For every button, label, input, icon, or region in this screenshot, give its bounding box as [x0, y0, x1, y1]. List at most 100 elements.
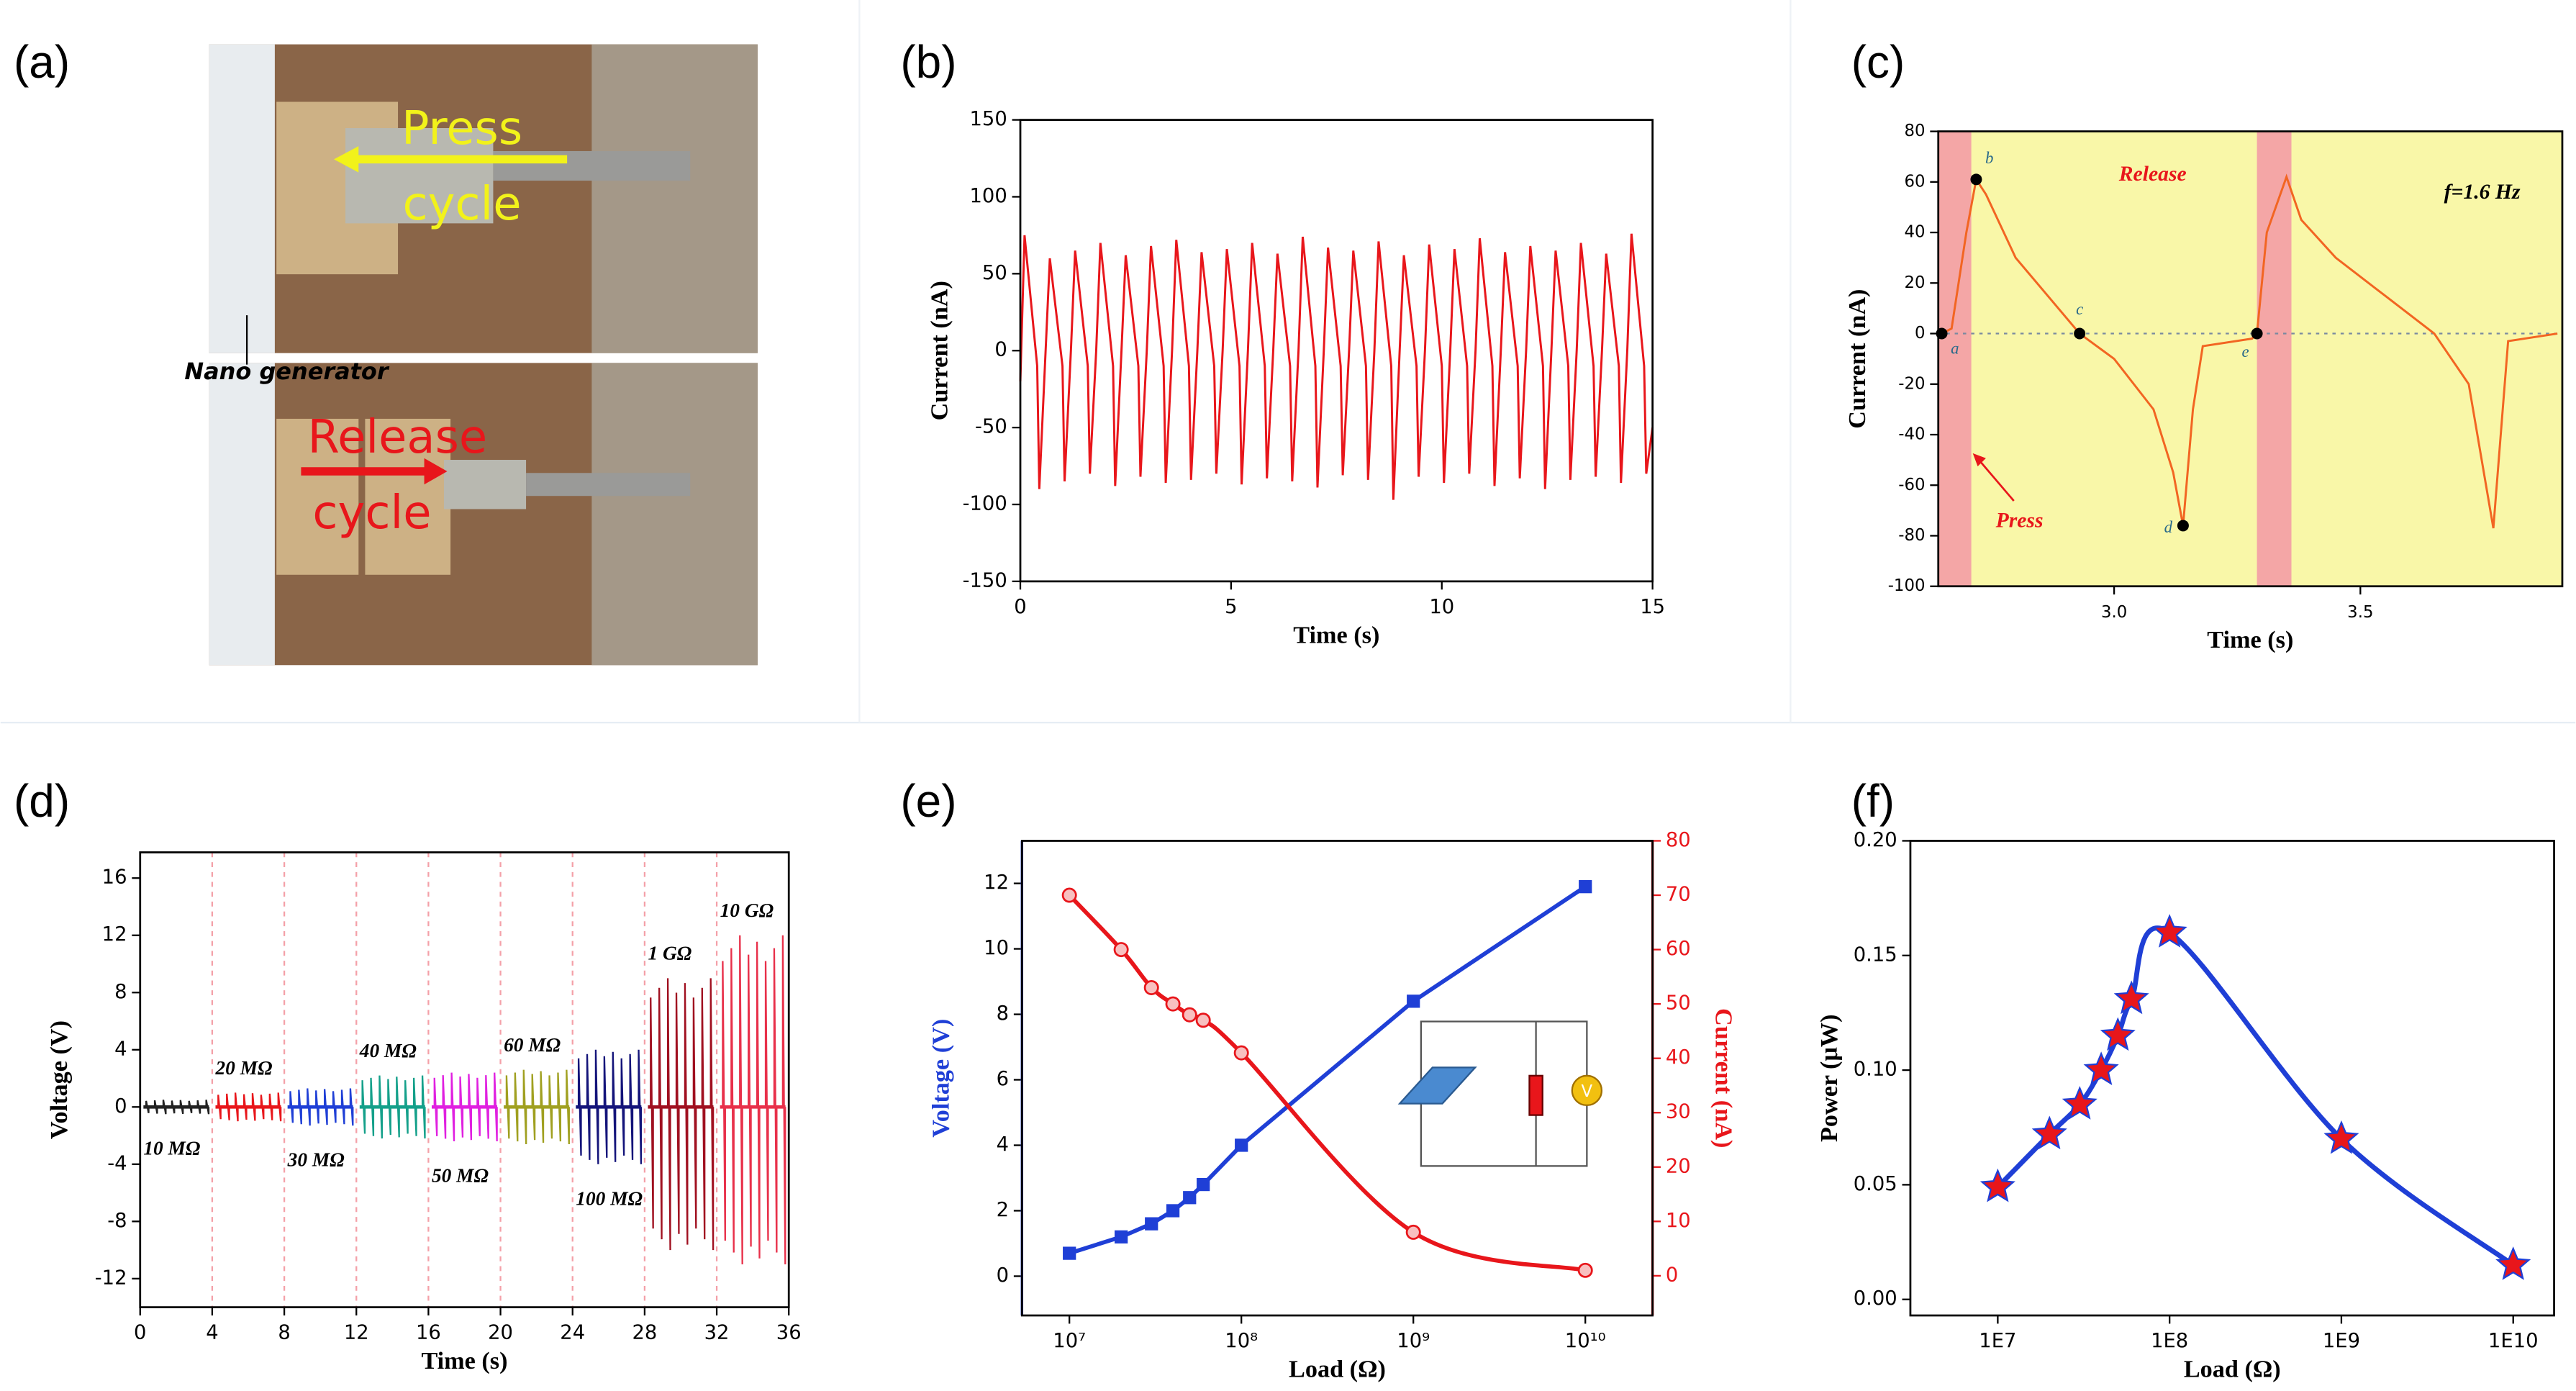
y2-tick-label: 30 [1666, 1101, 1691, 1123]
device-label: Nano generator [184, 358, 390, 385]
y-tick-label: -8 [107, 1210, 127, 1232]
annotation-arrowhead [1972, 453, 1986, 467]
y-tick-label: 50 [982, 262, 1007, 284]
voltage-spike [586, 1054, 591, 1160]
x-tick-label: 10 [1429, 596, 1454, 618]
data-point [2031, 1115, 2067, 1150]
voltage-spike [781, 935, 786, 1264]
segment-label: 1 GΩ [648, 943, 691, 964]
data-point [1979, 1168, 2015, 1202]
data-point [1577, 1262, 1593, 1278]
voltage-spike [566, 1069, 570, 1145]
data-point [1579, 880, 1592, 894]
event-label: b [1985, 149, 1993, 167]
segment-label: 50 MΩ [432, 1164, 489, 1186]
segment-label: 100 MΩ [576, 1187, 643, 1209]
y-axis-title: Power (μW) [1815, 1015, 1843, 1142]
annotation: Press [1995, 509, 2044, 533]
voltage-spike [242, 1094, 248, 1120]
panel-label: (b) [900, 36, 956, 88]
y-axis-title: Current (nA) [925, 281, 953, 420]
plot-frame [1020, 840, 1654, 1317]
y-tick-label: 150 [969, 108, 1007, 130]
x-tick-label: 1E7 [1979, 1330, 2016, 1352]
voltage-spike [361, 1080, 366, 1134]
voltage-spike [522, 1069, 527, 1145]
plot-frame [1937, 130, 2564, 588]
y2-tick-label: 70 [1666, 884, 1691, 906]
voltage-spike [433, 1077, 438, 1136]
x-axis-title: Load (Ω) [1289, 1355, 1386, 1382]
voltage-spike [179, 1100, 184, 1115]
voltage-spike [387, 1079, 391, 1136]
data-point [1235, 1138, 1248, 1152]
voltage-spike [730, 948, 735, 1253]
voltage-spike [145, 1100, 150, 1113]
voltage-spike [476, 1077, 481, 1136]
data-point [2495, 1246, 2531, 1280]
voltage-spike [396, 1077, 400, 1138]
voltage-spike [298, 1089, 302, 1125]
x-axis-title: Time (s) [2207, 626, 2293, 653]
x-tick-label: 10¹⁰ [1565, 1330, 1606, 1352]
y2-tick-label: 80 [1666, 829, 1691, 851]
voltage-spike [468, 1074, 473, 1141]
y-tick-label: 0 [997, 1264, 1009, 1287]
plot-frame [139, 851, 790, 1308]
voltage-spike [692, 997, 697, 1229]
voltage-spike [722, 961, 726, 1241]
x-tick-label: 1E8 [2151, 1330, 2188, 1352]
voltage-spike [505, 1075, 510, 1139]
voltage-spike [756, 941, 761, 1259]
y-axis-title: Voltage (V) [928, 1019, 955, 1138]
voltage-spike [153, 1100, 158, 1114]
y2-tick-label: 10 [1666, 1210, 1691, 1232]
photo-pad [276, 418, 359, 575]
panel-label: (d) [14, 775, 70, 827]
voltage-spike [234, 1092, 239, 1122]
inset-meter [1571, 1074, 1603, 1107]
data-line [1941, 173, 2558, 529]
data-point [1183, 1191, 1197, 1205]
press-label: cycle [403, 178, 522, 231]
voltage-spike [629, 1054, 634, 1160]
data-point [2100, 1017, 2136, 1051]
y-tick-label: 12 [984, 871, 1009, 894]
voltage-spike [378, 1075, 384, 1139]
y-tick-label: -60 [1898, 476, 1925, 494]
voltage-spike [764, 961, 769, 1241]
photo-strip [209, 44, 275, 353]
y-tick-label: -4 [107, 1152, 127, 1174]
voltage-spike [684, 983, 689, 1245]
voltage-spike [594, 1049, 599, 1164]
x-axis-title: Time (s) [1293, 621, 1379, 648]
data-point [1407, 994, 1420, 1008]
y2-axis-title: Current (nA) [1710, 1008, 1738, 1148]
x-tick-label: 10⁹ [1397, 1330, 1430, 1352]
voltage-spike [217, 1095, 222, 1120]
voltage-spike [277, 1092, 282, 1122]
voltage-spike [701, 987, 706, 1240]
press-arrowhead [334, 146, 359, 173]
photo-panel: (a) Press cycle Release cycle Nano gener… [14, 36, 758, 666]
data-point [1115, 1230, 1128, 1243]
voltage-spike [675, 992, 680, 1234]
inset-resistor [1528, 1074, 1543, 1116]
annotation: Release [2118, 163, 2187, 186]
x-tick-label: 10⁷ [1053, 1330, 1086, 1352]
voltage-spike [773, 948, 778, 1253]
voltage-spike [557, 1072, 562, 1142]
voltage-spike [323, 1089, 328, 1125]
y-tick-label: 4 [997, 1133, 1009, 1156]
plot-background [1938, 131, 2562, 586]
x-tick-label: 32 [704, 1322, 730, 1344]
release-arrowhead [424, 458, 448, 485]
voltage-spike [349, 1088, 354, 1126]
event-point [1970, 173, 1982, 186]
y-tick-label: 10 [984, 937, 1009, 959]
data-line [1068, 894, 1586, 1273]
data-point [1165, 996, 1181, 1012]
segment-label: 60 MΩ [504, 1034, 561, 1056]
y2-tick-label: 50 [1666, 992, 1691, 1015]
y-tick-label: -50 [975, 416, 1007, 438]
